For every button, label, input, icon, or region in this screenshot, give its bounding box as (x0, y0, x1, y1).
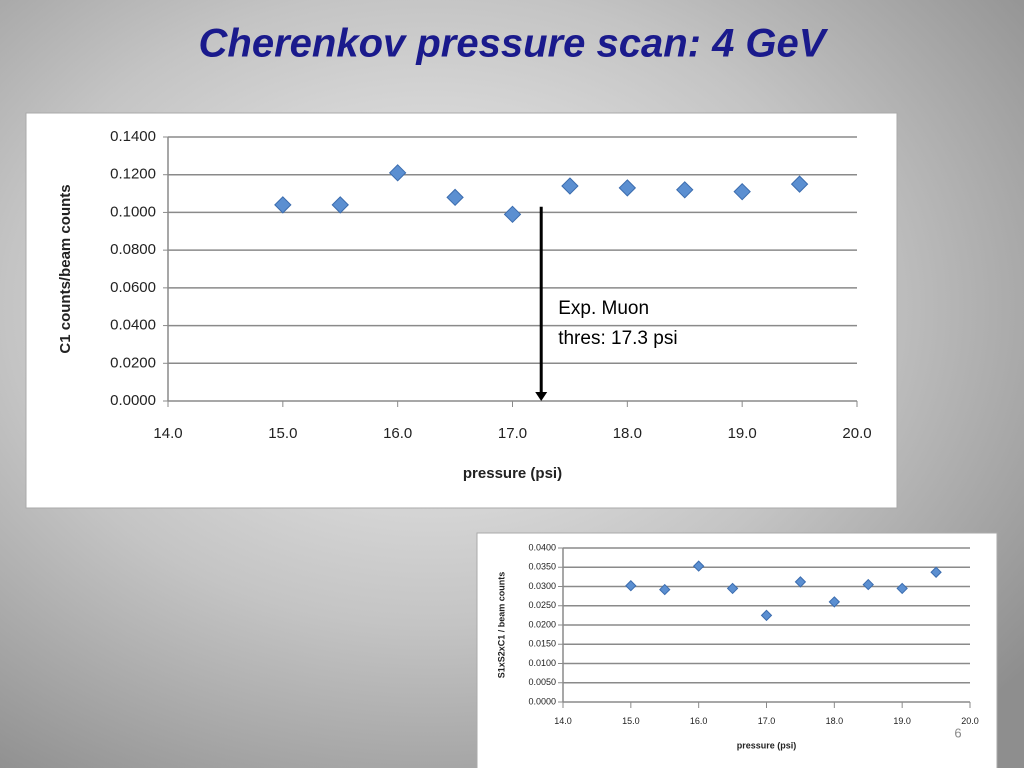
y-tick-label: 0.0250 (528, 600, 556, 610)
y-tick-label: 0.0150 (528, 639, 556, 649)
data-point (760, 609, 773, 622)
y-tick-label: 0.1400 (110, 128, 156, 145)
data-point (659, 583, 671, 596)
data-point (561, 177, 579, 195)
x-tick-label: 20.0 (842, 425, 871, 442)
annotation-arrowhead (535, 392, 548, 401)
y-tick-label: 0.0300 (528, 581, 556, 591)
annotation-text: thres: 17.3 psi (558, 328, 677, 349)
y-tick-label: 0.0000 (528, 696, 556, 706)
y-tick-label: 0.0400 (110, 317, 156, 334)
x-tick-label: 17.0 (758, 716, 776, 726)
x-tick-label: 18.0 (613, 425, 642, 442)
y-axis-title: C1 counts/beam counts (57, 184, 74, 353)
data-point (790, 175, 809, 193)
x-tick-label: 15.0 (268, 425, 297, 442)
data-point (676, 181, 694, 199)
data-point (896, 582, 908, 595)
chart-panel (25, 112, 898, 509)
y-tick-label: 0.1200 (110, 166, 156, 183)
data-point (446, 188, 464, 207)
data-point (274, 196, 292, 214)
y-axis-title: S1xS2xC1 / beam counts (496, 572, 506, 679)
y-tick-label: 0.0800 (110, 241, 156, 258)
x-tick-label: 19.0 (893, 716, 911, 726)
x-tick-label: 20.0 (961, 716, 979, 726)
x-tick-label: 18.0 (826, 716, 844, 726)
y-tick-label: 0.0050 (528, 677, 556, 687)
slide-title: Cherenkov pressure scan: 4 GeV (199, 22, 829, 66)
y-tick-label: 0.0400 (528, 542, 556, 552)
x-tick-label: 19.0 (728, 425, 757, 442)
data-point (625, 580, 637, 592)
x-tick-label: 16.0 (383, 425, 412, 442)
x-axis-title: pressure (psi) (463, 465, 562, 482)
y-tick-label: 0.0200 (110, 354, 156, 371)
x-tick-label: 17.0 (498, 425, 527, 442)
annotation-text: Exp. Muon (558, 298, 649, 319)
data-point (618, 179, 637, 197)
data-point (503, 205, 522, 224)
data-point (726, 582, 739, 595)
y-tick-label: 0.0600 (110, 279, 156, 296)
data-point (828, 596, 841, 608)
data-point (733, 182, 751, 201)
data-point (388, 164, 407, 182)
y-tick-label: 0.1000 (110, 203, 156, 220)
y-tick-label: 0.0350 (528, 562, 556, 572)
x-tick-label: 14.0 (153, 425, 182, 442)
x-tick-label: 15.0 (622, 716, 640, 726)
x-axis-title: pressure (psi) (737, 740, 797, 750)
y-tick-label: 0.0200 (528, 619, 556, 629)
data-point (794, 576, 807, 588)
data-point (692, 560, 705, 572)
page-number: 6 (954, 725, 961, 740)
y-tick-label: 0.0100 (528, 658, 556, 668)
data-point (930, 566, 942, 578)
data-point (862, 578, 874, 591)
data-point (331, 196, 349, 214)
y-tick-label: 0.0000 (110, 392, 156, 409)
x-tick-label: 14.0 (554, 716, 572, 726)
x-tick-label: 16.0 (690, 716, 708, 726)
